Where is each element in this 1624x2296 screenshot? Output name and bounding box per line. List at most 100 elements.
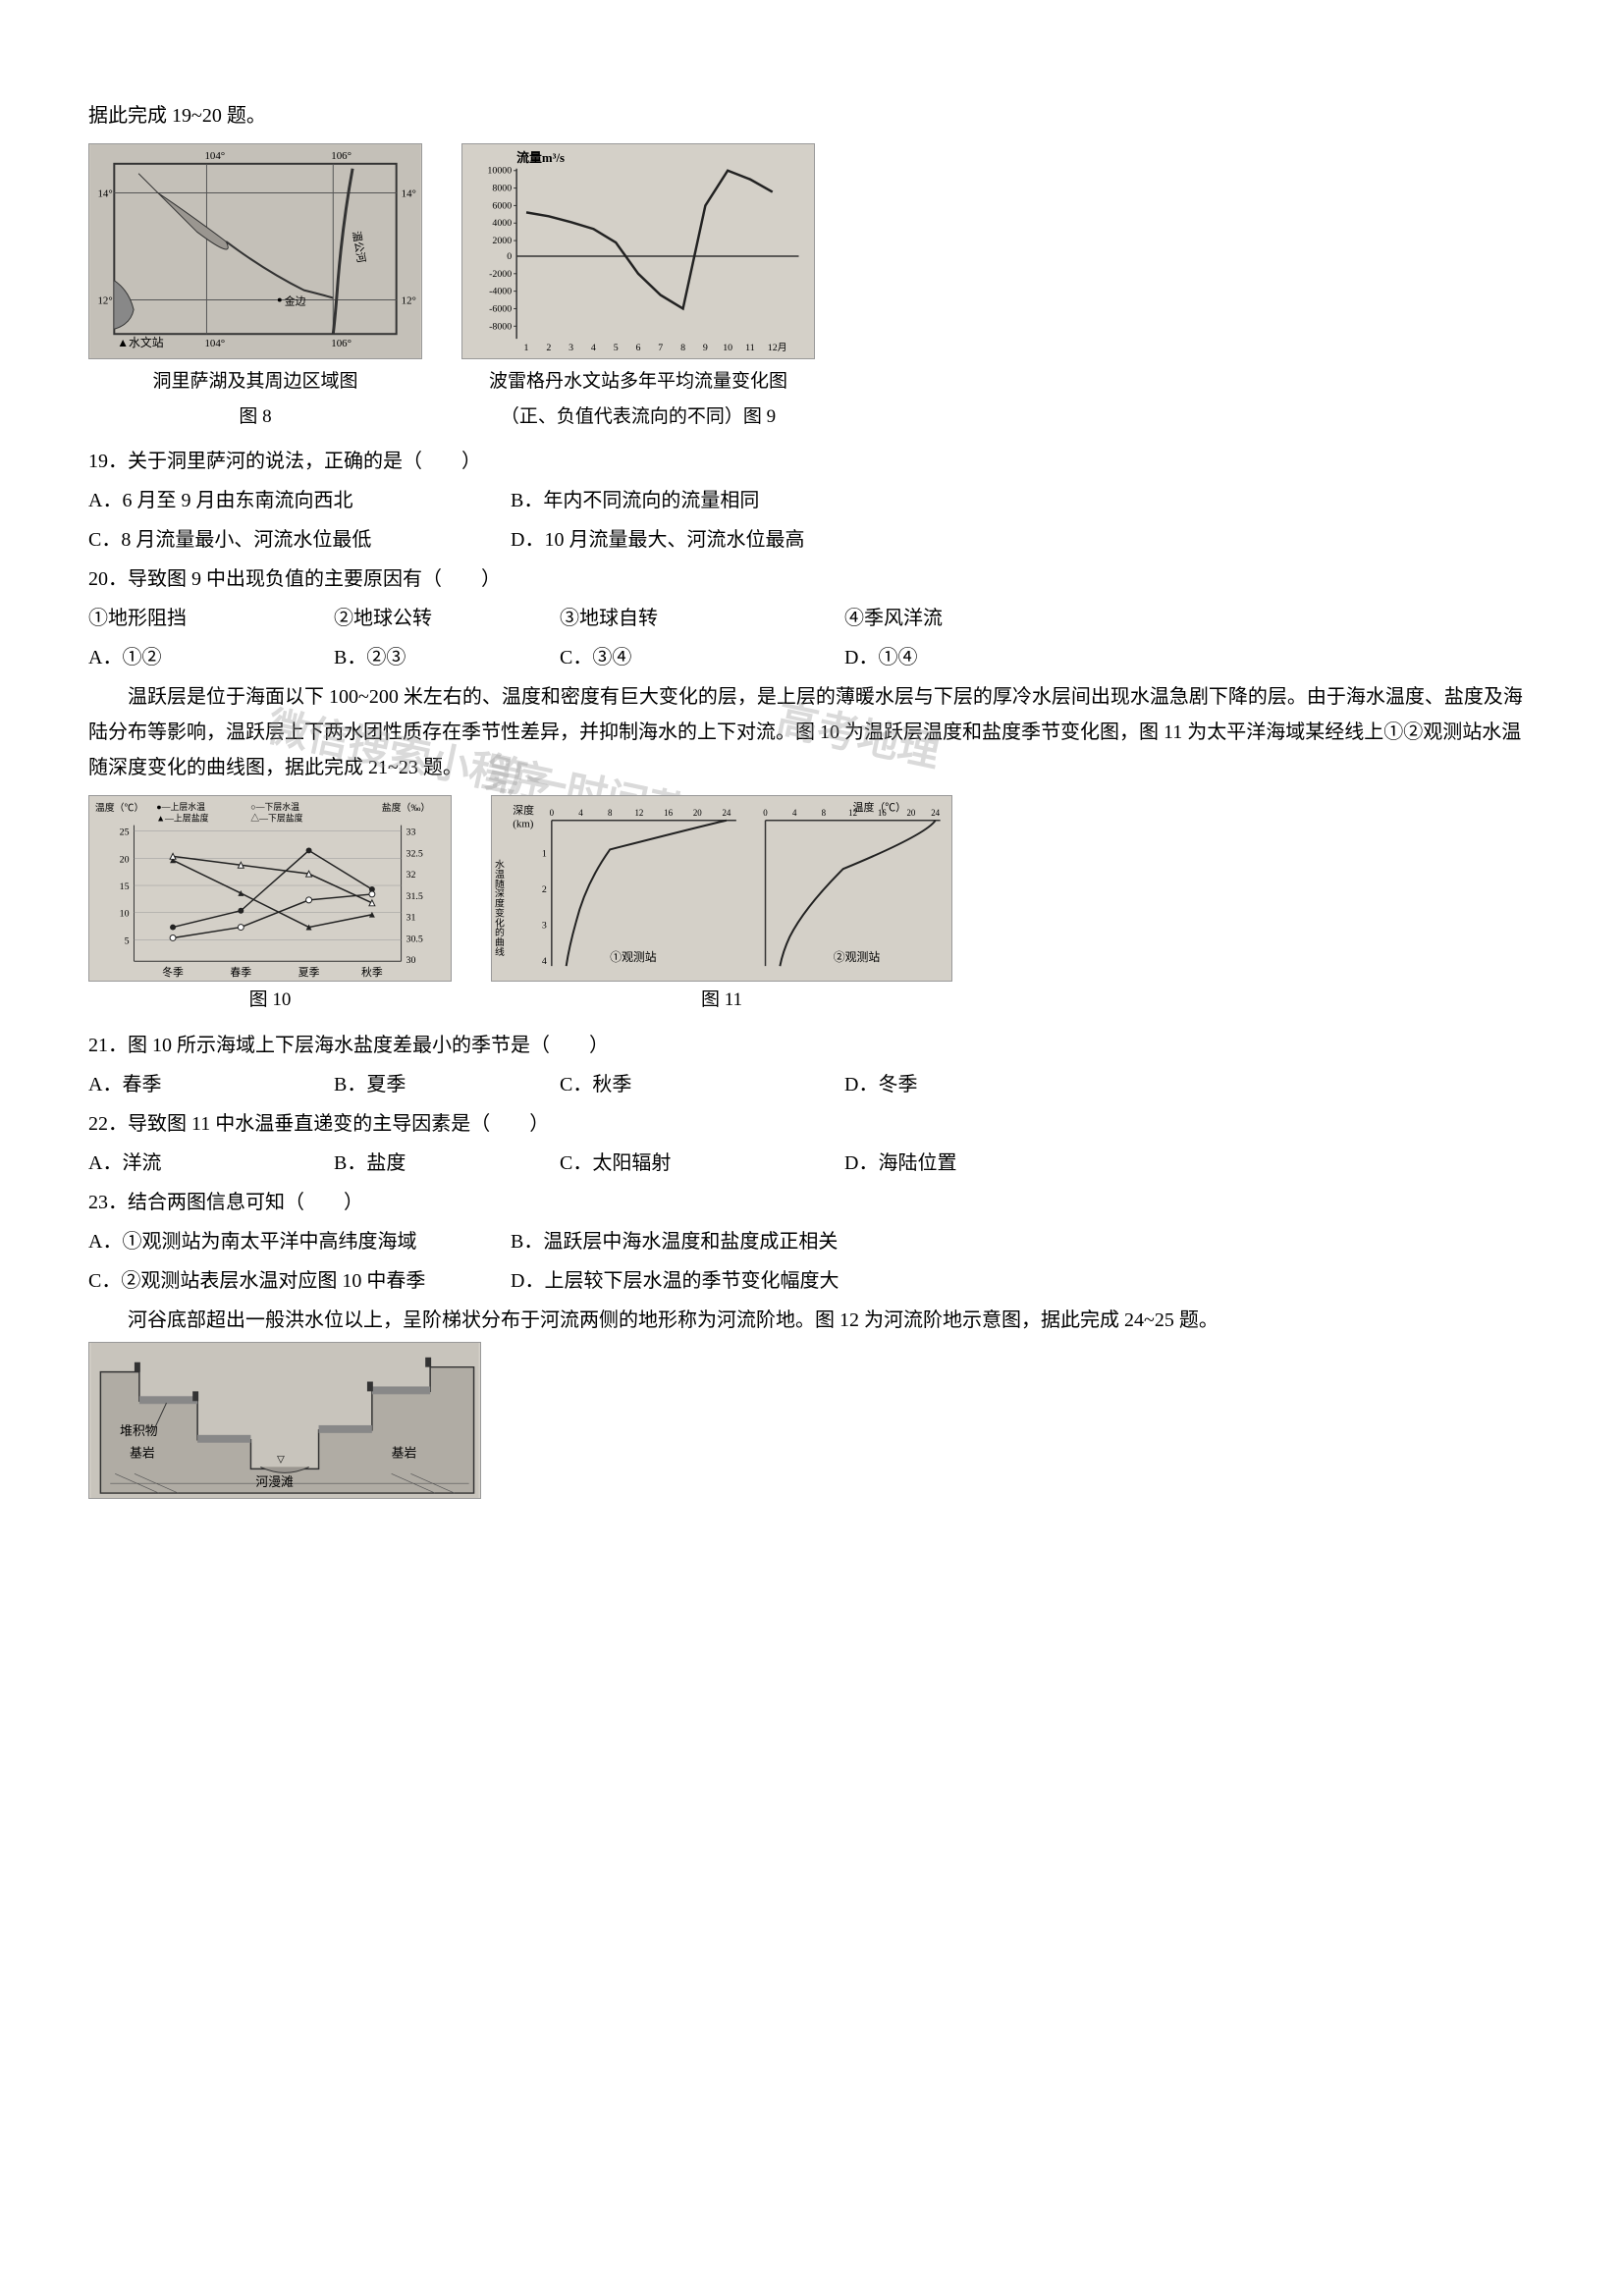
q22-d: D．海陆位置 (844, 1146, 1090, 1181)
svg-text:24: 24 (723, 808, 731, 818)
figure-12-block: ▽ 堆积物 基岩 河漫滩 基岩 (88, 1342, 1536, 1499)
q23-row2: C．②观测站表层水温对应图 10 中春季 D．上层较下层水温的季节变化幅度大 (88, 1263, 1536, 1299)
svg-text:12: 12 (634, 808, 643, 818)
q22-opts: A．洋流 B．盐度 C．太阳辐射 D．海陆位置 (88, 1146, 1536, 1181)
q20-c1: ①地形阻挡 (88, 601, 334, 636)
svg-text:5: 5 (614, 343, 619, 353)
figure-row-10-11: 温度（℃） ●—上层水温 ○—下层水温 ▲—上层盐度 △—下层盐度 盐度（‰） … (88, 795, 1536, 1017)
q20-circled: ①地形阻挡 ②地球公转 ③地球自转 ④季风洋流 (88, 601, 1536, 636)
figure-10-block: 温度（℃） ●—上层水温 ○—下层水温 ▲—上层盐度 △—下层盐度 盐度（‰） … (88, 795, 452, 1017)
svg-text:12°: 12° (402, 295, 416, 307)
figure-11-image: 深度 (km) 水温随深度变化的曲线 12 34 048 12162024 ①观… (491, 795, 952, 982)
svg-text:河漫滩: 河漫滩 (255, 1475, 294, 1489)
q22-c: C．太阳辐射 (560, 1146, 844, 1181)
figure-8-block: 104° 106° 14° 12° 14° 12° 金边 湄公河 ▲水文站 10… (88, 143, 422, 434)
q22-stem: 22．导致图 11 中水温垂直递变的主导因素是（ ） (88, 1106, 1536, 1142)
q20-opts: A．①② B．②③ C．③④ D．①④ (88, 640, 1536, 675)
figure-9-block: 流量m³/s 10000 8000 6000 4000 2000 0 -2000… (461, 143, 815, 434)
fig8-label: 图 8 (239, 400, 271, 434)
svg-text:10: 10 (723, 343, 732, 353)
fig11-label: 图 11 (701, 984, 742, 1017)
svg-text:△—下层盐度: △—下层盐度 (250, 813, 302, 824)
svg-text:4: 4 (591, 343, 596, 353)
svg-text:▽: ▽ (277, 1454, 285, 1465)
svg-text:9: 9 (703, 343, 708, 353)
q20-stem: 20．导致图 9 中出现负值的主要原因有（ ） (88, 561, 1536, 597)
figure-row-8-9: 104° 106° 14° 12° 14° 12° 金边 湄公河 ▲水文站 10… (88, 143, 1536, 434)
svg-text:6000: 6000 (492, 200, 512, 211)
svg-text:▲—上层盐度: ▲—上层盐度 (156, 813, 208, 824)
svg-text:秋季: 秋季 (361, 965, 383, 979)
svg-text:33: 33 (406, 828, 416, 838)
svg-text:4: 4 (578, 808, 583, 818)
svg-text:30: 30 (406, 956, 416, 967)
svg-text:104°: 104° (204, 338, 225, 349)
svg-text:金边: 金边 (285, 294, 306, 308)
fig10-label: 图 10 (249, 984, 292, 1017)
svg-text:夏季: 夏季 (298, 966, 320, 979)
q19-stem: 19．关于洞里萨河的说法，正确的是（ ） (88, 444, 1536, 479)
svg-text:12: 12 (848, 808, 857, 818)
svg-text:24: 24 (931, 808, 940, 818)
svg-text:1: 1 (542, 849, 547, 860)
svg-text:5: 5 (125, 936, 130, 947)
svg-text:30.5: 30.5 (406, 934, 423, 945)
fig9-subcaption: （正、负值代表流向的不同）图 9 (501, 400, 776, 434)
svg-text:31.5: 31.5 (406, 891, 423, 902)
passage-2: 温跃层是位于海面以下 100~200 米左右的、温度和密度有巨大变化的层，是上层… (88, 679, 1536, 785)
svg-text:8: 8 (680, 343, 685, 353)
q21-b: B．夏季 (334, 1067, 560, 1102)
svg-text:堆积物: 堆积物 (120, 1423, 158, 1437)
svg-text:25: 25 (120, 828, 130, 838)
svg-text:深度: 深度 (513, 803, 534, 817)
svg-text:12°: 12° (97, 295, 112, 307)
svg-text:10: 10 (120, 909, 130, 920)
svg-text:14°: 14° (402, 188, 416, 200)
figure-10-image: 温度（℃） ●—上层水温 ○—下层水温 ▲—上层盐度 △—下层盐度 盐度（‰） … (88, 795, 452, 982)
svg-text:14°: 14° (97, 188, 112, 200)
svg-text:②观测站: ②观测站 (834, 951, 881, 965)
intro-text: 据此完成 19~20 题。 (88, 98, 1536, 133)
q21-a: A．春季 (88, 1067, 334, 1102)
svg-text:12月: 12月 (768, 342, 787, 353)
figure-8-image: 104° 106° 14° 12° 14° 12° 金边 湄公河 ▲水文站 10… (88, 143, 422, 359)
figure-12-image: ▽ 堆积物 基岩 河漫滩 基岩 (88, 1342, 481, 1499)
svg-text:106°: 106° (331, 338, 352, 349)
q21-opts: A．春季 B．夏季 C．秋季 D．冬季 (88, 1067, 1536, 1102)
svg-text:4: 4 (542, 957, 547, 968)
svg-text:32: 32 (406, 870, 416, 881)
svg-text:16: 16 (878, 808, 887, 818)
svg-text:基岩: 基岩 (392, 1446, 417, 1460)
q19-c: C．8 月流量最小、河流水位最低 (88, 522, 511, 558)
svg-text:8000: 8000 (492, 184, 512, 194)
svg-text:-6000: -6000 (489, 303, 512, 314)
q21-stem: 21．图 10 所示海域上下层海水盐度差最小的季节是（ ） (88, 1028, 1536, 1063)
q20-c3: ③地球自转 (560, 601, 844, 636)
svg-text:8: 8 (822, 808, 827, 818)
svg-text:0: 0 (507, 251, 512, 262)
q23-row1: A．①观测站为南太平洋中高纬度海域 B．温跃层中海水温度和盐度成正相关 (88, 1224, 1536, 1259)
q19-a: A．6 月至 9 月由东南流向西北 (88, 483, 511, 518)
q20-d: D．①④ (844, 640, 1090, 675)
svg-text:1: 1 (524, 343, 529, 353)
svg-text:▲水文站: ▲水文站 (117, 336, 164, 349)
svg-text:32.5: 32.5 (406, 849, 423, 860)
q19-b: B．年内不同流向的流量相同 (511, 483, 1001, 518)
q19-row1: A．6 月至 9 月由东南流向西北 B．年内不同流向的流量相同 (88, 483, 1536, 518)
svg-text:106°: 106° (331, 150, 352, 162)
svg-text:温度（℃）: 温度（℃） (95, 801, 143, 814)
svg-text:15: 15 (120, 881, 130, 892)
svg-text:11: 11 (745, 343, 755, 353)
svg-text:10000: 10000 (487, 166, 512, 177)
passage-3: 河谷底部超出一般洪水位以上，呈阶梯状分布于河流两侧的地形称为河流阶地。图 12 … (88, 1303, 1536, 1338)
q21-d: D．冬季 (844, 1067, 1090, 1102)
svg-text:6: 6 (636, 343, 641, 353)
svg-text:0: 0 (550, 808, 555, 818)
svg-text:冬季: 冬季 (162, 965, 184, 979)
svg-text:盐度（‰）: 盐度（‰） (382, 801, 430, 814)
svg-text:基岩: 基岩 (130, 1446, 155, 1460)
q22-b: B．盐度 (334, 1146, 560, 1181)
q20-a: A．①② (88, 640, 334, 675)
q23-b: B．温跃层中海水温度和盐度成正相关 (511, 1224, 1001, 1259)
q20-c4: ④季风洋流 (844, 601, 1090, 636)
